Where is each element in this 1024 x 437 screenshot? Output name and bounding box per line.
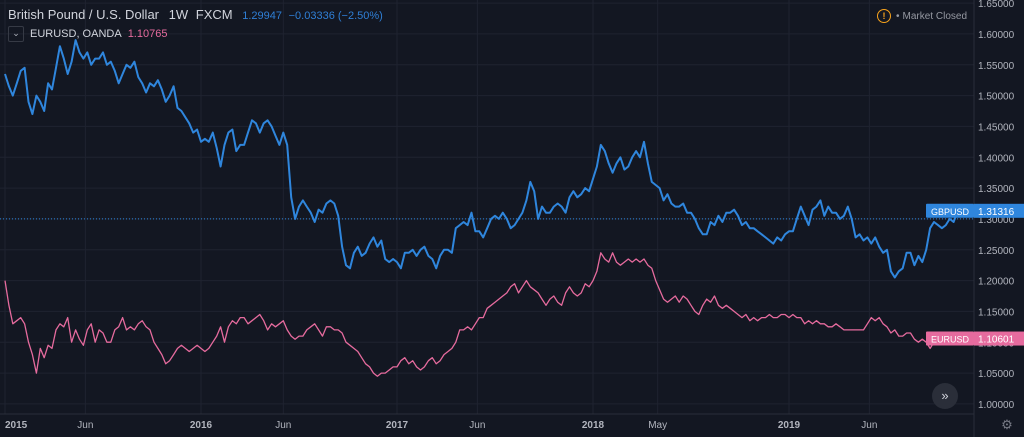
compare-value: 1.10765 xyxy=(127,28,168,40)
series-badge-label: GBPUSD xyxy=(931,207,970,217)
x-axis: 2015 Jun 2016 Jun 2017 Jun 2018 May 2019 Jun xyxy=(0,413,974,431)
series-line-gbpusd xyxy=(4,39,959,279)
x-tick-label: Jun xyxy=(77,420,93,431)
y-tick-label: 1.20000 xyxy=(978,277,1015,288)
x-tick-label: 2019 xyxy=(778,420,801,431)
price-badge-eurusd xyxy=(974,331,1024,346)
x-tick-label: 2018 xyxy=(582,420,605,431)
y-tick-label: 1.55000 xyxy=(978,61,1015,72)
y-axis: 1.000001.050001.100001.150001.200001.250… xyxy=(973,0,1015,437)
double-chevron-right-icon: » xyxy=(941,388,949,403)
symbol-title[interactable]: British Pound / U.S. Dollar xyxy=(8,7,160,22)
scroll-to-realtime-button[interactable]: » xyxy=(932,383,958,409)
interval-label[interactable]: 1W xyxy=(168,7,189,22)
chevron-down-icon[interactable]: ⌄ xyxy=(8,26,24,42)
compare-legend: ⌄ EURUSD, OANDA 1.10765 xyxy=(8,26,167,42)
y-tick-label: 1.60000 xyxy=(978,30,1015,41)
chart-legend: British Pound / U.S. Dollar 1W FXCM 1.29… xyxy=(8,7,383,22)
x-tick-label: Jun xyxy=(469,420,485,431)
price-badge-value: 1.10601 xyxy=(978,335,1015,346)
market-status[interactable]: ! • Market Closed xyxy=(877,9,967,23)
price-badge-gbpusd xyxy=(974,203,1024,218)
x-tick-label: 2015 xyxy=(5,420,28,431)
x-tick-label: May xyxy=(648,420,667,431)
chart-grid xyxy=(0,0,974,414)
price-badges: GBPUSD 1.31316 EURUSD 1.10601 xyxy=(926,203,1024,346)
source-label: FXCM xyxy=(195,7,233,22)
x-tick-label: 2016 xyxy=(190,420,213,431)
gear-icon[interactable]: ⚙ xyxy=(1001,417,1013,432)
y-tick-label: 1.40000 xyxy=(978,153,1015,164)
x-tick-label: 2017 xyxy=(386,420,409,431)
market-status-text: Market Closed xyxy=(902,10,967,22)
x-tick-label: Jun xyxy=(861,420,877,431)
last-price: 1.29947 xyxy=(242,10,282,22)
series-badge-gbpusd xyxy=(926,203,974,218)
y-tick-label: 1.50000 xyxy=(978,92,1015,103)
y-tick-label: 1.35000 xyxy=(978,184,1015,195)
status-dot-icon: • xyxy=(896,10,900,22)
y-tick-label: 1.25000 xyxy=(978,246,1015,257)
x-tick-label: Jun xyxy=(275,420,291,431)
y-tick-label: 1.30000 xyxy=(978,215,1015,226)
y-tick-label: 1.45000 xyxy=(978,122,1015,133)
warning-icon: ! xyxy=(877,9,892,23)
series-badge-label: EURUSD xyxy=(931,335,970,345)
compare-symbol-label[interactable]: EURUSD, OANDA xyxy=(30,28,122,40)
price-badge-value: 1.31316 xyxy=(978,207,1015,218)
series-line-eurusd xyxy=(4,252,958,377)
y-tick-label: 1.65000 xyxy=(978,0,1015,10)
y-tick-label: 1.00000 xyxy=(978,400,1015,411)
price-change: −0.03336 (−2.50%) xyxy=(288,10,383,22)
series-badge-eurusd xyxy=(926,331,974,346)
y-tick-label: 1.05000 xyxy=(978,369,1015,380)
y-tick-label: 1.15000 xyxy=(978,307,1015,318)
chart-series xyxy=(4,39,959,377)
